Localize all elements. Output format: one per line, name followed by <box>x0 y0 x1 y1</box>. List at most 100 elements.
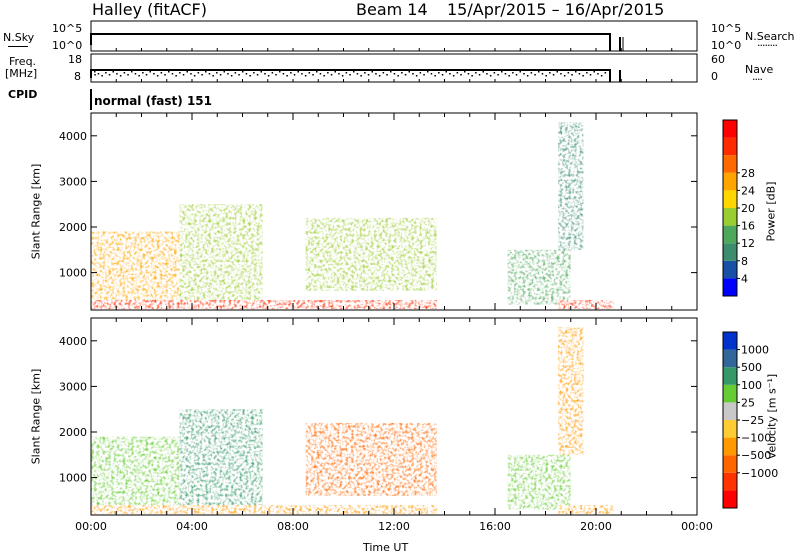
y-tick-label-4000: 4000 <box>59 130 87 143</box>
nave-dot-89 <box>423 74 425 76</box>
nave-dot-31 <box>208 73 211 75</box>
nave-dot-86 <box>412 73 414 75</box>
y-tick-label-1000: 1000 <box>59 267 87 280</box>
y-tick-label-2000: 2000 <box>59 221 87 234</box>
nave-dot-125 <box>556 71 558 73</box>
nave-dot-81 <box>393 73 396 75</box>
nsky-legend-line <box>8 46 28 47</box>
data-region-0 <box>91 436 180 505</box>
nave-dot-39 <box>238 74 240 76</box>
vel-cbar-swatch-6 <box>723 384 737 403</box>
vel-cbar-swatch-3 <box>723 437 737 456</box>
nave-dot-111 <box>504 73 507 75</box>
nave-dot-27 <box>193 75 196 77</box>
beam-label: Beam 14 <box>356 0 428 19</box>
nave-dot-95 <box>445 71 447 73</box>
nave-dot-72 <box>360 75 362 77</box>
cbar-swatch-0 <box>723 278 737 296</box>
nave-dot-129 <box>571 74 573 76</box>
cbar-tick-label-1: 8 <box>741 255 748 268</box>
nave-dot-62 <box>323 75 325 77</box>
nsky-panel-frame <box>90 20 698 52</box>
velocity-ylabel: Slant Range [km] <box>29 368 43 465</box>
x-tick-label-1: 04:00 <box>176 520 208 533</box>
nave-dot-104 <box>478 74 481 76</box>
nave-dot-8 <box>123 72 126 74</box>
nave-dot-101 <box>467 73 470 75</box>
nave-dot-24 <box>182 74 185 76</box>
nave-dot-29 <box>201 74 203 76</box>
nave-dot-5 <box>112 71 114 73</box>
nave-dot-41 <box>245 73 248 75</box>
nave-dot-74 <box>367 74 370 76</box>
nave-dot-122 <box>545 75 547 77</box>
nave-dot-65 <box>334 71 336 73</box>
nave-dot-85 <box>408 71 410 73</box>
vel-cbar-swatch-5 <box>723 402 737 420</box>
nave-dot-4 <box>108 74 111 76</box>
nave-dot-9 <box>127 74 129 76</box>
cbar-tick-label-3: 16 <box>741 220 755 233</box>
vel-cbar-tick-label-1: 500 <box>741 361 762 374</box>
cpid-value: normal (fast) 151 <box>94 94 212 108</box>
data-region-2 <box>91 504 437 515</box>
nave-dot-59 <box>312 74 314 76</box>
nave-dot-67 <box>341 75 344 77</box>
nave-dot-113 <box>512 72 514 74</box>
cbar-swatch-4 <box>723 208 737 226</box>
nave-dot-54 <box>293 74 296 76</box>
nsearch-label: N.Search <box>745 30 795 43</box>
nave-dot-17 <box>156 75 159 77</box>
cbar-swatch-1 <box>723 260 737 279</box>
nave-dot-112 <box>508 75 510 77</box>
nave-dot-69 <box>349 74 351 76</box>
nave-dot-131 <box>578 73 581 75</box>
nave-dot-57 <box>304 75 307 77</box>
nave-dot-11 <box>134 73 137 75</box>
nave-dot-37 <box>230 75 233 77</box>
y-tick-label-2000: 2000 <box>59 426 87 439</box>
nave-dot-136 <box>597 73 599 75</box>
x-tick-label-5: 20:00 <box>580 520 612 533</box>
data-region-1 <box>179 204 263 300</box>
vel-cbar-tick-label-6: −500 <box>741 449 771 462</box>
nsearch-legend-dots: ········ <box>757 39 778 52</box>
nsky-trace <box>90 33 611 51</box>
nave-dot-133 <box>586 72 588 74</box>
cbar-tick-label-5: 24 <box>741 184 755 197</box>
nave-dot-36 <box>227 73 229 75</box>
x-tick-label-6: 00:00 <box>681 520 713 533</box>
nave-dot-0 <box>94 71 96 73</box>
x-tick-label-0: 00:00 <box>75 520 107 533</box>
vel-cbar-swatch-7 <box>723 367 737 385</box>
y-tick-label-4000: 4000 <box>59 335 87 348</box>
freq-tick-bottom: 8 <box>74 70 81 83</box>
freq-unit-label: [MHz] <box>5 67 38 80</box>
nave-dot-20 <box>168 71 170 73</box>
nsearch-tick-bottom: 10^0 <box>711 39 742 52</box>
power-ylabel: Slant Range [km] <box>29 163 43 260</box>
cbar-swatch-6 <box>723 172 737 191</box>
nave-dot-110 <box>501 71 503 73</box>
nave-dot-94 <box>441 74 444 76</box>
nave-dot-56 <box>301 73 303 75</box>
nave-dot-21 <box>171 73 174 75</box>
nave-dot-102 <box>471 75 473 77</box>
nave-dot-127 <box>563 75 566 77</box>
nave-dot-126 <box>560 73 562 75</box>
nave-dot-46 <box>264 73 266 75</box>
cpid-label: CPID <box>8 88 38 101</box>
nave-dot-103 <box>475 72 477 74</box>
data-region-5 <box>558 504 614 515</box>
nsearch-tick-top: 10^5 <box>711 22 742 35</box>
nave-dot-43 <box>253 72 255 74</box>
nave-dot-92 <box>434 75 436 77</box>
nave-dot-35 <box>223 71 225 73</box>
nave-dot-91 <box>430 73 433 75</box>
nave-dot-105 <box>482 71 484 73</box>
nave-dot-96 <box>449 73 451 75</box>
nave-dot-58 <box>308 72 311 74</box>
vel-cbar-tick-label-7: −1000 <box>741 467 778 480</box>
nave-dot-13 <box>142 72 144 74</box>
nave-dot-97 <box>452 75 455 77</box>
